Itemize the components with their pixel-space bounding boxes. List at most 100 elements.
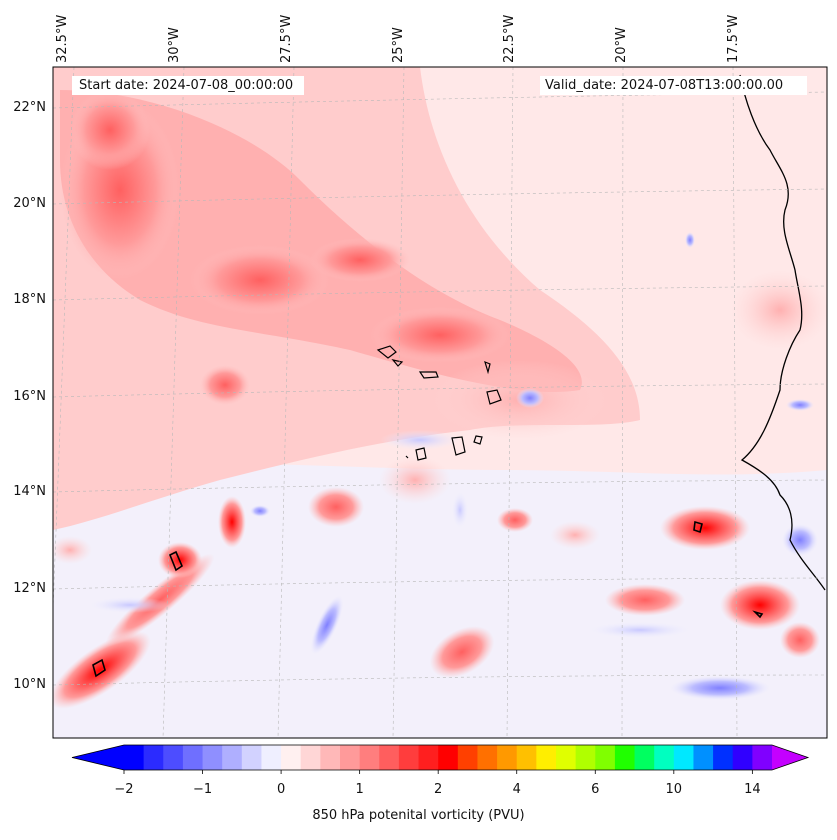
colorbar-swatch [359, 745, 380, 770]
lat-tick-label: 18°N [13, 292, 46, 307]
neg-patch-10 [786, 399, 814, 411]
lon-gridline [277, 67, 295, 738]
neg-patch-3 [670, 676, 770, 700]
lon-tick-label: 20°W [614, 27, 629, 63]
lon-gridline [162, 67, 185, 738]
colorbar-swatch [516, 745, 537, 770]
colorbar-swatch [222, 745, 243, 770]
colorbar-swatch [614, 745, 636, 770]
nw-maximum-2 [70, 90, 150, 170]
lat-tick-label: 16°N [13, 389, 46, 404]
colorbar-tick-label: −2 [114, 782, 133, 797]
lat-tick-labels: 22°N 20°N 18°N 16°N 14°N 12°N 10°N [13, 100, 46, 692]
neg-patch-8 [90, 597, 170, 613]
map-frame [52, 66, 828, 739]
colorbar-tick-label: 2 [434, 782, 442, 797]
southern-band [53, 463, 827, 738]
lon-gridline [506, 67, 514, 738]
cell-28w [218, 496, 246, 548]
neg-patch-1 [310, 595, 344, 655]
colorbar-swatch [163, 745, 184, 770]
colorbar-swatch [300, 745, 321, 770]
neg-patch-9 [380, 430, 460, 450]
neg-patch-5 [516, 388, 544, 408]
lon-tick-label: 22.5°W [502, 15, 517, 63]
lon-tick-label: 32.5°W [55, 15, 70, 63]
band-cell-2 [310, 238, 410, 282]
colorbar-under-arrow [72, 745, 124, 770]
lat-tick-label: 10°N [13, 677, 46, 692]
valid-date-box [540, 76, 807, 95]
colorbar-swatch [654, 745, 675, 770]
lat-gridline [53, 577, 827, 590]
colorbar-swatch [575, 745, 596, 770]
neg-patch-7 [452, 492, 468, 528]
neg-patch-11 [685, 232, 695, 248]
colorbar-swatch [241, 745, 262, 770]
neg-patch-2 [250, 505, 270, 517]
lon-gridline [621, 67, 624, 738]
map-field [53, 67, 827, 738]
colorbar-swatch [438, 745, 459, 770]
colorbar-swatch [261, 745, 282, 770]
lat-gridline [53, 674, 827, 686]
cell-23w [379, 456, 451, 504]
colorbar-swatch [556, 745, 577, 770]
lon-tick-label: 17.5°W [726, 15, 741, 63]
colorbar-swatch [418, 745, 439, 770]
colorbar-swatch [497, 745, 518, 770]
small-cell [200, 365, 250, 405]
colorbar-tick-label: 1 [355, 782, 363, 797]
band-cell [190, 245, 330, 315]
valid-date-label: Valid_date: 2024-07-08T13:00:00.00 [545, 78, 784, 93]
colorbar-swatch [182, 745, 204, 770]
colorbar-swatch [634, 745, 655, 770]
sw-streak [53, 631, 151, 709]
coast-pink [730, 270, 827, 350]
colorbar-label: 850 hPa potenital vorticity (PVU) [312, 808, 525, 823]
colorbar-swatch [713, 745, 734, 770]
colorbar-swatch [477, 745, 498, 770]
coastline [739, 74, 826, 591]
gridlines [53, 67, 827, 738]
colorbar-swatch [340, 745, 361, 770]
lon-tick-label: 25°W [391, 27, 406, 63]
cell-25w [308, 487, 364, 527]
colorbar-swatch [281, 745, 302, 770]
colorbar-tick-label: 6 [591, 782, 599, 797]
cell-20w [550, 521, 600, 549]
cell-21w [497, 508, 533, 532]
colorbar-swatch [457, 745, 478, 770]
colorbar-swatch [693, 745, 714, 770]
colorbar-swatch [398, 745, 420, 770]
lat-gridline [53, 188, 827, 205]
lat-tick-label: 14°N [13, 484, 46, 499]
colorbar-swatch [143, 745, 164, 770]
islands [376, 345, 502, 461]
colorbar-swatch [124, 745, 145, 770]
colorbar [71, 744, 810, 771]
colorbar-swatch [320, 745, 341, 770]
lon-tick-label: 30°W [167, 27, 182, 63]
lon-gridline [392, 67, 405, 738]
colorbar-swatch [673, 745, 694, 770]
lat-gridline [53, 479, 827, 493]
colorbar-tick-label: 14 [744, 782, 761, 797]
pv-contours [92, 520, 764, 678]
lon-tick-label: 27.5°W [279, 15, 294, 63]
colorbar-tick-label: 0 [277, 782, 285, 797]
lat-gridline [53, 383, 827, 398]
colorbar-tick-labels: −2 −1 0 1 2 4 6 10 14 [114, 770, 761, 797]
cell-west [53, 536, 92, 564]
colorbar-tick-label: 4 [513, 782, 521, 797]
colorbar-tick-label: 10 [666, 782, 683, 797]
colorbar-swatch [752, 745, 773, 770]
neg-patch-4 [590, 622, 690, 638]
start-date-label: Start date: 2024-07-08_00:00:00 [79, 78, 294, 93]
lat-gridline [53, 91, 827, 109]
lat-tick-label: 12°N [13, 581, 46, 596]
cell-19w [605, 584, 685, 616]
colorbar-swatch [536, 745, 557, 770]
